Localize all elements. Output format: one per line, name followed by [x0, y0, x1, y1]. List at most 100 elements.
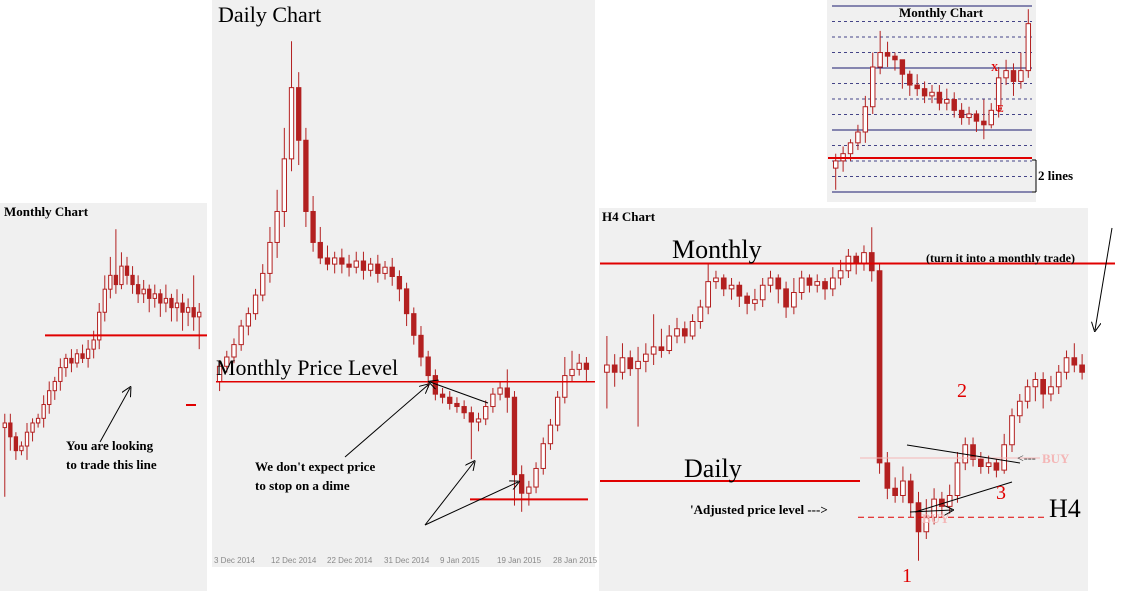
h4-turn-monthly-label: (turn it into a monthly trade): [926, 251, 1075, 265]
candle-body: [41, 404, 46, 419]
candle-body: [490, 393, 496, 408]
candle: [119, 252, 124, 290]
candle: [884, 452, 891, 500]
top-monthly-lines-label: 2 lines: [1038, 168, 1074, 183]
candle-body: [958, 109, 965, 119]
candle-body: [389, 266, 395, 278]
candle: [798, 270, 805, 300]
candle-body: [876, 270, 883, 464]
candle: [697, 299, 704, 329]
candle-body: [35, 417, 41, 424]
date-tick: 22 Dec 2014: [327, 556, 373, 565]
candle: [954, 452, 961, 503]
annotation-arrow: [424, 462, 474, 526]
candle: [554, 391, 561, 432]
candle: [35, 413, 41, 428]
candle-body: [627, 357, 634, 370]
candle-body: [324, 257, 331, 265]
candle-body: [382, 266, 388, 274]
candle: [163, 284, 169, 313]
candle: [977, 452, 984, 474]
candle-body: [1048, 386, 1054, 395]
candle: [877, 30, 883, 75]
candle: [74, 349, 80, 368]
candle-body: [74, 353, 80, 364]
candle: [346, 254, 352, 277]
candle: [806, 274, 813, 293]
candle-body: [1009, 415, 1015, 446]
candle-body: [985, 462, 992, 467]
candle: [658, 328, 665, 358]
candle-body: [224, 356, 230, 367]
date-tick: 31 Dec 2014: [384, 556, 430, 565]
candle-body: [353, 260, 359, 268]
candle-body: [576, 362, 582, 370]
candle-body: [185, 307, 191, 313]
candle-body: [511, 396, 518, 476]
buy-arrow-label: <---: [1017, 451, 1036, 465]
candle-body: [884, 462, 891, 489]
h4-monthly-label: Monthly: [672, 235, 762, 264]
candle-body: [554, 396, 561, 426]
candle-body: [907, 480, 914, 504]
candle: [1063, 350, 1070, 380]
candle-body: [108, 274, 113, 290]
candle: [169, 293, 174, 322]
candle-body: [1024, 386, 1031, 402]
candle: [868, 227, 875, 282]
candle: [604, 336, 610, 409]
candle-body: [658, 346, 665, 351]
wedge-lower-line: [914, 481, 1013, 513]
candle-body: [113, 274, 119, 286]
top-monthly-marker-e: E: [997, 104, 1004, 115]
candle-body: [533, 467, 539, 488]
candle: [923, 499, 930, 539]
date-tick: 3 Dec 2014: [214, 556, 255, 565]
candle: [540, 437, 546, 475]
candle-body: [1003, 70, 1009, 79]
candle: [985, 455, 992, 474]
candle-body: [993, 462, 1000, 471]
candle-body: [822, 281, 828, 290]
candle-body: [281, 158, 287, 212]
h4-adjusted-label: 'Adjusted price level --->: [690, 502, 828, 517]
h4-h4-label: H4: [1049, 494, 1081, 523]
candle: [892, 52, 898, 71]
left-monthly-note-line1: You are looking: [66, 438, 154, 453]
candle: [30, 418, 35, 442]
candle: [124, 256, 130, 285]
candle: [2, 413, 7, 497]
candle-body: [868, 252, 875, 272]
candle-body: [13, 436, 19, 452]
candle: [611, 354, 618, 387]
date-tick: 28 Jan 2015: [553, 556, 598, 565]
candle-body: [569, 368, 575, 377]
candle: [855, 124, 861, 151]
candle-body: [861, 252, 867, 264]
date-tick: 19 Jan 2015: [497, 556, 542, 565]
candle-body: [332, 257, 338, 265]
candle: [936, 85, 943, 111]
candle-body: [119, 265, 124, 286]
candle: [783, 281, 789, 318]
candle: [899, 59, 906, 89]
candle-body: [461, 406, 467, 414]
candle-body: [2, 422, 7, 429]
candle-body: [643, 353, 649, 362]
daily-note-line1: We don't expect price: [255, 459, 376, 474]
daily-title: Daily Chart: [218, 2, 322, 27]
candle-body: [562, 375, 568, 398]
candle-body: [124, 265, 130, 276]
point-label-1: 1: [902, 565, 912, 587]
candle-body: [900, 480, 906, 496]
candle-body: [681, 328, 688, 337]
candle-body: [504, 387, 510, 398]
daily-note-line2: to stop on a dime: [255, 478, 350, 493]
h4-panel: [599, 208, 1088, 591]
candle: [1040, 372, 1046, 409]
candle-body: [425, 356, 431, 377]
candle-body: [174, 302, 180, 309]
candle: [681, 321, 688, 344]
candle: [705, 263, 712, 315]
candle: [870, 52, 876, 114]
